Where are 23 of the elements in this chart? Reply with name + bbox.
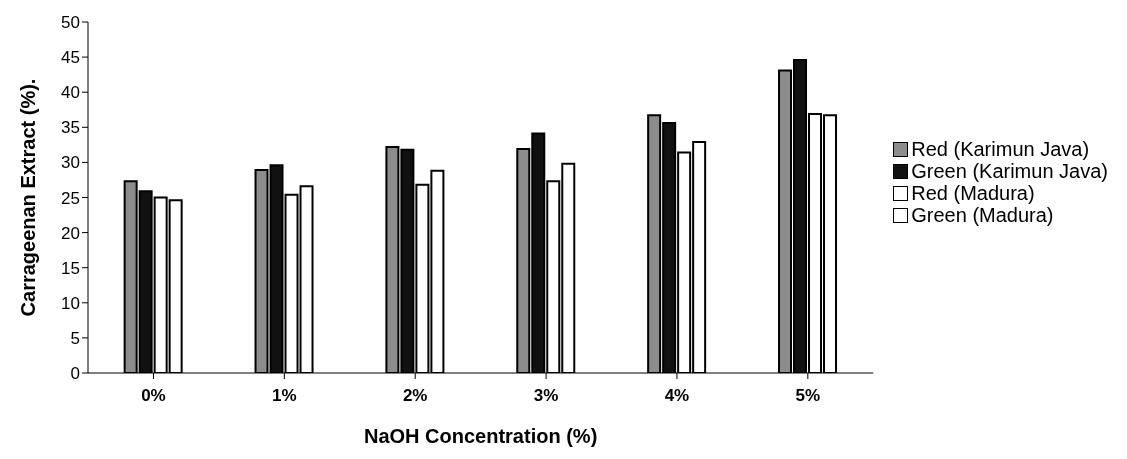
x-tick-label: 0%: [141, 386, 166, 406]
y-tick-label: 45: [61, 48, 80, 68]
y-tick-label: 35: [61, 118, 80, 138]
legend-label: Green (Karimun Java): [911, 160, 1108, 182]
x-tick-label: 4%: [664, 386, 690, 406]
y-tick-label: 15: [61, 258, 80, 278]
y-tick-label: 10: [61, 293, 80, 313]
y-axis-title: Carrageenan Extract (%).: [17, 78, 40, 317]
legend-label: Red (Madura): [911, 182, 1035, 204]
legend-label: Green (Madura): [911, 204, 1054, 226]
y-tick-label: 30: [61, 153, 80, 173]
y-tick-label: 20: [61, 223, 80, 243]
x-tick-label: 2%: [402, 386, 428, 406]
y-tick-label: 40: [61, 83, 80, 103]
x-tick-label: 1%: [272, 386, 297, 406]
y-tick-label: 0: [70, 364, 80, 384]
y-tick-label: 25: [61, 188, 80, 208]
x-tick-label: 5%: [795, 386, 821, 406]
legend-label: Red (Karimun Java): [911, 138, 1090, 160]
y-tick-label: 50: [61, 13, 80, 33]
y-tick-label: 5: [70, 328, 80, 348]
x-axis-title: NaOH Concentration (%): [363, 425, 598, 447]
x-tick-label: 3%: [533, 386, 559, 406]
